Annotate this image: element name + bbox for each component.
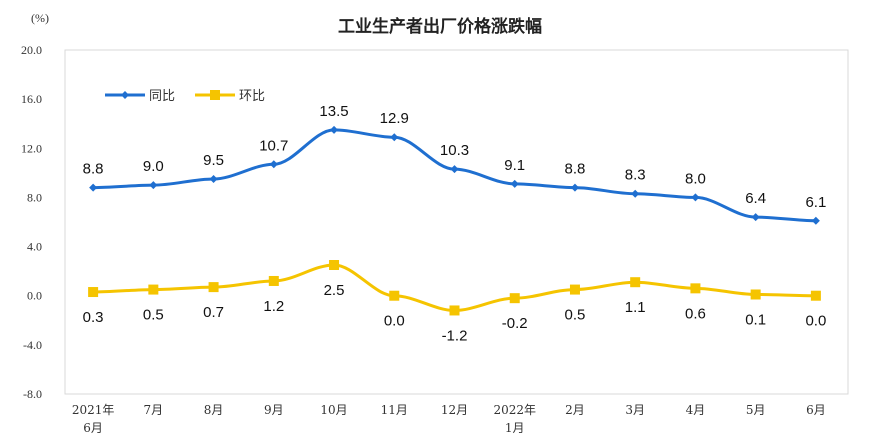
- data-point-marker: [510, 179, 519, 188]
- legend-label: 同比: [149, 89, 175, 104]
- x-tick-label: 10月: [320, 403, 347, 417]
- data-point-marker: [208, 282, 219, 293]
- data-label: 0.0: [384, 313, 405, 330]
- data-point-marker: [750, 289, 761, 300]
- data-point-marker: [390, 133, 399, 142]
- data-point-marker: [149, 181, 158, 190]
- data-label: 8.3: [625, 167, 646, 184]
- x-tick-label: 7月: [144, 403, 164, 417]
- y-tick-label: 20.0: [21, 43, 42, 57]
- x-tick-label: 2022年: [493, 403, 536, 417]
- data-point-marker: [569, 284, 580, 295]
- data-label: 8.0: [685, 170, 706, 187]
- data-label: 1.2: [263, 298, 284, 315]
- data-label: -1.2: [442, 327, 468, 344]
- data-label: 0.0: [805, 313, 826, 330]
- data-label: 6.1: [805, 194, 826, 211]
- data-point-marker: [811, 216, 820, 225]
- data-label: 9.5: [203, 152, 224, 169]
- legend: 同比 环比: [105, 89, 265, 104]
- data-point-marker: [691, 193, 700, 202]
- y-tick-label: -8.0: [23, 387, 42, 401]
- x-tick-label: 1月: [505, 421, 525, 435]
- x-tick-label: 6月: [806, 403, 826, 417]
- data-point-marker: [329, 260, 340, 270]
- data-point-marker: [449, 305, 460, 316]
- data-label: 0.1: [745, 311, 766, 328]
- data-point-marker: [450, 165, 459, 174]
- series-line-环比: [93, 263, 816, 312]
- x-tick-label: 6月: [83, 421, 103, 435]
- data-point-marker: [268, 275, 279, 286]
- data-point-marker: [751, 213, 760, 222]
- data-point-marker: [570, 183, 579, 192]
- data-label: 9.0: [143, 158, 164, 175]
- data-label: 0.5: [565, 307, 586, 324]
- x-tick-label: 12月: [441, 403, 468, 417]
- data-point-marker: [209, 175, 218, 183]
- data-point-marker: [690, 283, 701, 294]
- x-tick-label: 5月: [746, 403, 766, 417]
- y-axis-unit: (%): [31, 11, 49, 25]
- x-tick-label: 2021年: [72, 403, 115, 417]
- y-tick-label: 16.0: [21, 92, 42, 106]
- data-label: 0.6: [685, 305, 706, 322]
- y-tick-label: 4.0: [27, 240, 42, 254]
- data-label: 12.9: [380, 110, 409, 127]
- data-point-marker: [88, 287, 99, 298]
- x-tick-label: 3月: [625, 403, 645, 417]
- data-point-marker: [269, 160, 278, 169]
- plot-frame: [64, 49, 849, 395]
- data-point-marker: [89, 183, 98, 192]
- x-tick-label: 8月: [204, 403, 224, 417]
- data-label: 6.4: [745, 190, 766, 207]
- data-label: 9.1: [504, 157, 525, 174]
- x-tick-label: 9月: [264, 403, 284, 417]
- data-point-marker: [810, 290, 821, 301]
- data-label: 10.7: [259, 137, 288, 154]
- data-label: 13.5: [319, 103, 348, 120]
- data-label: 0.5: [143, 307, 164, 324]
- data-point-marker: [148, 284, 159, 295]
- data-point-marker: [631, 189, 640, 198]
- legend-label: 环比: [239, 89, 265, 104]
- y-tick-label: 12.0: [21, 141, 42, 155]
- x-tick-label: 11月: [381, 403, 408, 417]
- data-label: -0.2: [502, 315, 528, 332]
- data-point-marker: [330, 125, 339, 134]
- data-label: 2.5: [324, 282, 345, 299]
- legend-marker: [210, 90, 220, 100]
- data-point-marker: [630, 277, 641, 288]
- data-point-marker: [509, 293, 520, 304]
- x-tick-label: 2月: [565, 403, 585, 417]
- y-tick-label: 8.0: [27, 190, 42, 204]
- chart-title: 工业生产者出厂价格涨跌幅: [338, 16, 542, 37]
- y-tick-label: -4.0: [23, 338, 42, 352]
- data-point-marker: [389, 290, 400, 301]
- data-label: 8.8: [565, 161, 586, 178]
- data-label: 10.3: [440, 142, 469, 159]
- legend-marker: [121, 91, 129, 99]
- data-label: 8.8: [83, 161, 104, 178]
- y-tick-label: 0.0: [27, 289, 42, 303]
- x-tick-label: 4月: [686, 403, 706, 417]
- data-label: 1.1: [625, 299, 646, 316]
- data-label: 0.3: [83, 309, 104, 326]
- data-label: 0.7: [203, 304, 224, 321]
